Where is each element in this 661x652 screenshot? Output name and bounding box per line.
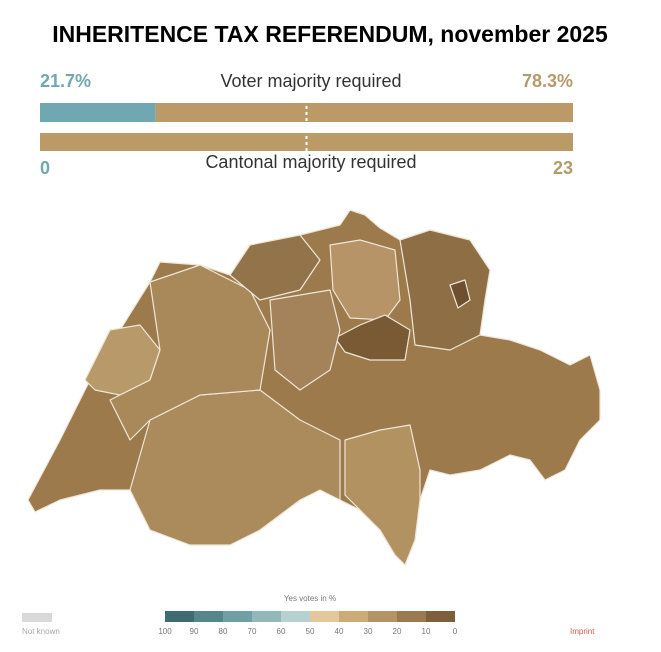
legend-swatch [194,611,223,622]
legend-tick: 60 [277,627,286,636]
legend-tick: 40 [335,627,344,636]
legend-tick: 90 [190,627,199,636]
legend-swatch [252,611,281,622]
legend-swatch [426,611,455,622]
no-label: 78.3% [522,71,573,91]
legend-swatch [310,611,339,622]
legend-swatch [339,611,368,622]
legend-tick: 0 [453,627,458,636]
legend-tick: 30 [364,627,373,636]
legend-title: Yes votes in % [284,594,336,603]
legend-tick: 10 [422,627,431,636]
legend-swatch [368,611,397,622]
legend-swatch [165,611,194,622]
legend-swatch [397,611,426,622]
legend-tick: 100 [158,627,172,636]
not-known-label: Not known [22,627,60,636]
title: INHERITENCE TAX REFERENDUM, november 202… [52,21,608,47]
legend-tick: 70 [248,627,257,636]
voter-label: Voter majority required [220,71,401,91]
yes-bar [40,103,156,122]
not-known-swatch [22,613,52,622]
legend-swatch [281,611,310,622]
cantonal-label: Cantonal majority required [205,152,416,172]
legend-tick: 80 [219,627,228,636]
imprint-link[interactable]: Imprint [570,627,595,636]
yes-label: 0 [40,158,50,178]
legend-tick: 50 [306,627,315,636]
no-bar [155,103,573,122]
no-label: 23 [553,158,573,178]
legend-tick: 20 [393,627,402,636]
switzerland-map [27,209,601,566]
yes-label: 21.7% [40,71,91,91]
legend-swatch [223,611,252,622]
